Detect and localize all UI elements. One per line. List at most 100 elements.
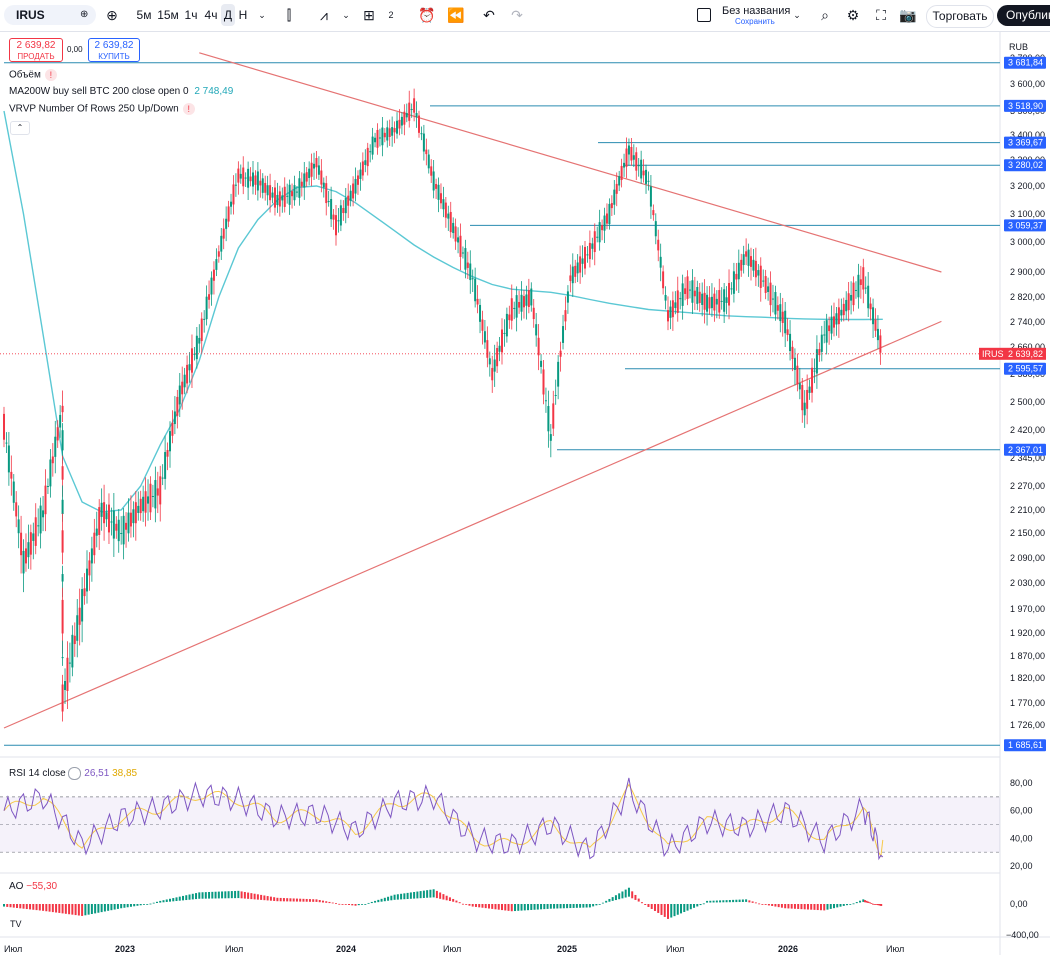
ao-bar — [266, 896, 269, 901]
level-tag — [1004, 219, 1046, 232]
candle-body — [857, 274, 860, 298]
ao-bar — [260, 894, 263, 900]
interval-5m[interactable]: 5м — [136, 8, 152, 22]
ao-bar — [94, 904, 97, 914]
spread-value: 0,00 — [67, 45, 83, 54]
ao-bar — [68, 904, 71, 915]
candle-body — [837, 307, 840, 325]
legend-volume[interactable]: Объём! — [9, 69, 57, 81]
candle-body — [22, 550, 25, 574]
settings-gear-icon[interactable]: ⚙ — [846, 7, 860, 23]
candle-body — [107, 504, 110, 533]
ao-bar — [390, 895, 393, 901]
chevron-down-icon[interactable]: ⌄ — [342, 10, 350, 20]
ao-bar — [25, 904, 28, 910]
interval-week[interactable]: Н — [238, 8, 248, 22]
ao-bar — [273, 897, 276, 901]
legend-ao[interactable]: AO −55,30 — [9, 881, 57, 892]
warning-icon[interactable]: ! — [44, 69, 57, 81]
ao-bar — [863, 900, 866, 903]
layout-name[interactable]: Без названия — [722, 5, 791, 17]
buy-button[interactable]: 2 639,82 КУПИТЬ — [88, 38, 140, 62]
legend-vrvp[interactable]: VRVP Number Of Rows 250 Up/Down! — [9, 103, 195, 115]
ao-bar — [774, 904, 777, 907]
candle-body — [779, 304, 782, 322]
candle-body — [769, 282, 772, 306]
candle-body — [542, 369, 545, 395]
candle-body — [535, 324, 538, 336]
ao-bar — [461, 903, 464, 905]
ao-bar — [732, 899, 735, 903]
candle-body — [510, 298, 513, 321]
ao-bar — [302, 898, 305, 902]
ao-bar — [224, 891, 227, 899]
redo-icon[interactable]: ↷ — [511, 7, 523, 23]
chevron-down-icon[interactable]: ⌄ — [793, 10, 801, 20]
legend-ma[interactable]: MA200W buy sell BTC 200 close open 0 2 7… — [9, 86, 233, 97]
candle-body — [37, 525, 40, 527]
candle-body — [608, 203, 611, 225]
ao-bar — [754, 902, 757, 904]
ao-bar — [582, 904, 585, 908]
candle-body — [625, 148, 628, 167]
ao-bar — [188, 894, 191, 900]
visibility-icon[interactable] — [68, 767, 82, 780]
compare-add-icon[interactable]: ⊕ — [106, 7, 118, 23]
candle-body — [337, 220, 340, 222]
candle-body — [212, 269, 215, 281]
sell-button[interactable]: 2 639,82 ПРОДАТЬ — [9, 38, 63, 62]
candle-body — [852, 282, 855, 306]
trade-button[interactable]: Торговать — [926, 5, 994, 28]
price-tick-label: 1 770,00 — [1010, 698, 1045, 708]
candle-body — [632, 155, 635, 160]
ao-bar — [22, 904, 25, 909]
candles-icon[interactable]: ⫿ — [286, 7, 292, 23]
candle-body — [393, 128, 396, 133]
interval-day[interactable]: Д — [221, 4, 235, 26]
price-tick-label: 2 090,00 — [1010, 553, 1045, 563]
layout-icon[interactable] — [697, 8, 711, 22]
ao-bar — [123, 904, 126, 908]
candle-body — [308, 168, 311, 179]
replay-icon[interactable]: ⏪ — [447, 7, 465, 23]
camera-icon[interactable]: 📷 — [899, 7, 917, 23]
candle-body — [791, 346, 794, 359]
candle-body — [20, 532, 23, 556]
ao-bar — [686, 904, 689, 911]
ao-bar — [725, 900, 728, 903]
ao-bar — [501, 904, 503, 911]
ao-bar — [90, 904, 93, 915]
candle-body — [273, 187, 276, 208]
ao-bar — [364, 904, 367, 905]
ao-bar — [367, 902, 370, 904]
layout-save-link[interactable]: Сохранить — [735, 17, 775, 26]
candle-body — [427, 154, 430, 169]
candle-body — [522, 296, 525, 308]
quick-search-icon[interactable]: ⌕ — [821, 7, 829, 23]
candle-body — [713, 293, 716, 311]
candle-body — [398, 119, 401, 129]
symbol-search[interactable]: IRUS ⊕ — [4, 5, 96, 25]
interval-15m[interactable]: 15м — [157, 8, 179, 22]
undo-icon[interactable]: ↶ — [483, 7, 495, 23]
chevron-down-icon[interactable]: ⌄ — [258, 10, 266, 20]
interval-4h[interactable]: 4ч — [204, 8, 218, 22]
candle-body — [439, 193, 442, 204]
ao-bar — [873, 904, 876, 905]
collapse-legend-button[interactable]: ⌃ — [10, 121, 30, 135]
fullscreen-icon[interactable]: ⛶ — [876, 7, 886, 23]
legend-rsi[interactable]: RSI 14 close 26,51 38,85 — [9, 767, 137, 780]
warning-icon[interactable]: ! — [182, 103, 195, 115]
templates-icon[interactable]: ⊞ — [363, 7, 375, 23]
alarm-clock-icon[interactable]: ⏰ — [418, 7, 436, 23]
level-tag — [1004, 739, 1046, 752]
candle-body — [83, 588, 86, 597]
ao-bar — [575, 904, 578, 908]
alert-icon[interactable]: ⊕ — [80, 9, 89, 20]
candle-body — [654, 221, 657, 237]
indicators-icon[interactable]: ⩘ — [320, 7, 328, 23]
level-tag-label: 3 518,90 — [1008, 101, 1043, 111]
publish-button[interactable]: Опубликовать — [997, 5, 1050, 26]
interval-1h[interactable]: 1ч — [184, 8, 198, 22]
